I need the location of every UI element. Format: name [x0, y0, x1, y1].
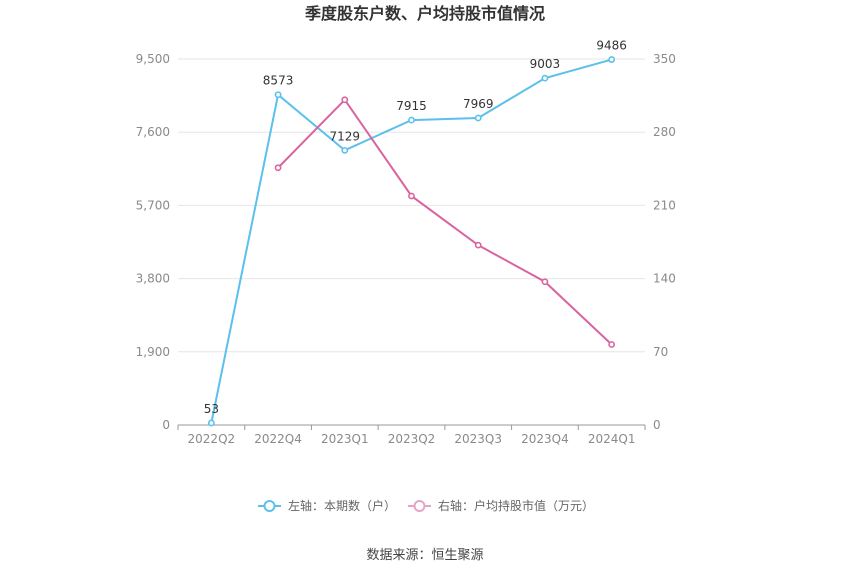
data-point-right: [274, 164, 282, 172]
legend-marker-left: [263, 500, 276, 512]
data-point-left: [608, 56, 616, 63]
series-layer: 53 8573 7129 7915 7969 9003 9486: [204, 39, 627, 427]
x-tick-label: 2023Q4: [521, 432, 569, 446]
data-point-left: [341, 146, 349, 154]
legend-label-right: 右轴：户均持股市值（万元）: [438, 498, 594, 513]
data-label: 7969: [463, 97, 494, 111]
data-label: 7129: [330, 129, 361, 143]
legend-marker-right: [413, 500, 426, 512]
data-point-left: [408, 116, 415, 124]
data-point-left: [541, 74, 549, 82]
right-tick-label: 350: [653, 52, 676, 66]
data-point-left: [207, 419, 215, 427]
series-line-left: [210, 58, 612, 424]
right-tick-label: 140: [653, 272, 676, 286]
legend-item-right[interactable]: 右轴：户均持股市值（万元）: [408, 498, 594, 513]
x-tick-label: 2023Q2: [388, 432, 436, 446]
right-tick-label: 0: [653, 418, 661, 432]
data-label: 8573: [263, 74, 294, 88]
left-tick-label: 0: [162, 418, 170, 432]
data-label: 9486: [596, 39, 627, 53]
right-y-axis: 0 70 140 210 280 350: [653, 52, 676, 432]
x-tick-label: 2023Q1: [321, 432, 369, 446]
left-tick-label: 9,500: [136, 52, 170, 66]
right-tick-label: 280: [653, 125, 676, 139]
left-tick-label: 7,600: [136, 125, 170, 139]
right-tick-label: 210: [653, 198, 676, 212]
left-tick-label: 3,800: [136, 272, 170, 286]
x-tick-label: 2022Q4: [254, 432, 302, 446]
chart-title: 季度股东户数、户均持股市值情况: [304, 4, 545, 23]
data-label: 9003: [530, 57, 561, 71]
x-tick-label: 2022Q2: [188, 432, 236, 446]
data-point-right: [341, 96, 349, 104]
data-point-left: [274, 91, 282, 99]
data-label: 53: [204, 402, 219, 416]
data-label: 7915: [396, 99, 427, 113]
data-source: 数据来源：恒生聚源: [366, 548, 483, 563]
series-line-right: [277, 98, 613, 346]
legend-item-left[interactable]: 左轴：本期数（户）: [258, 498, 396, 513]
x-tick-label: 2023Q3: [454, 432, 502, 446]
x-tick-label: 2024Q1: [588, 432, 636, 446]
left-tick-label: 1,900: [136, 345, 170, 359]
data-point-right: [474, 241, 482, 249]
legend-label-left: 左轴：本期数（户）: [288, 498, 396, 513]
data-point-left: [474, 114, 482, 122]
right-tick-label: 70: [653, 345, 668, 359]
left-tick-label: 5,700: [136, 198, 170, 212]
data-point-right: [408, 192, 415, 200]
data-point-right: [608, 341, 616, 348]
data-point-right: [541, 278, 549, 286]
left-y-axis: 0 1,900 3,800 5,700 7,600 9,500: [136, 52, 170, 432]
x-axis: 2022Q2 2022Q4 2023Q1 2023Q2 2023Q3 2023Q4 2024…: [177, 424, 646, 446]
legend[interactable]: 左轴：本期数（户） 右轴：户均持股市值（万元）: [258, 498, 594, 513]
